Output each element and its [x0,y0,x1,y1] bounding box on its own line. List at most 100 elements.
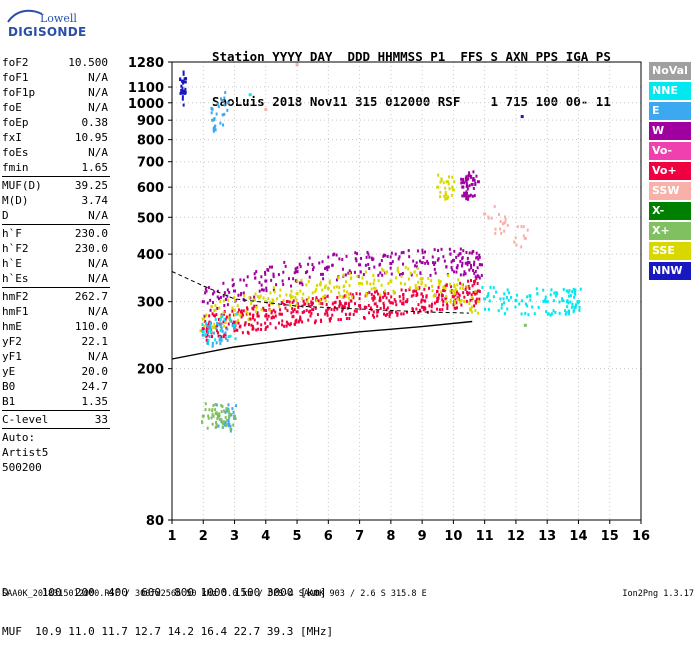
echo-point [264,326,267,330]
echo-point [514,236,517,240]
echo-point [352,296,355,300]
echo-point [227,298,230,302]
param-row: yF1 N/A [2,349,110,364]
echo-point [450,266,453,270]
echo-point [201,322,204,326]
echo-point [283,302,286,306]
echo-point [313,321,316,325]
y-tick-label: 600 [137,181,164,196]
echo-point [338,303,341,307]
echo-point [358,304,361,308]
echo-point [294,295,297,299]
echo-point [218,336,221,340]
echo-point [568,289,571,293]
echo-point [367,252,370,256]
echo-point [298,262,301,266]
echo-point [412,259,415,263]
echo-point [181,97,184,101]
echo-point [449,282,452,286]
x-tick-label: 6 [324,529,333,544]
echo-point [463,295,466,299]
echo-point [453,283,456,287]
echo-point [345,290,348,294]
param-key: foEp [2,116,29,129]
echo-point [392,289,395,293]
echo-point [424,307,427,311]
echo-point [390,310,393,314]
muf-footer: D 100 200 400 600 800 1000 1500 3000 [km… [2,560,333,651]
echo-point [311,291,314,295]
echo-point [246,307,249,311]
echo-point [480,263,484,267]
echo-point [226,288,229,292]
echo-point [216,417,219,421]
param-key: h`E [2,257,22,270]
echo-point [415,273,418,277]
echo-point [568,309,571,313]
echo-point [306,270,309,274]
echo-point [330,307,333,311]
echo-point [215,422,218,426]
echo-point [208,408,211,412]
echo-point [476,274,479,278]
echo-point [484,307,487,311]
echo-point [463,193,466,197]
echo-point [216,425,219,429]
echo-point [212,331,215,335]
echo-point [246,330,249,334]
x-tick-label: 3 [230,529,239,544]
echo-point [346,306,349,310]
echo-point [215,112,218,116]
echo-point [402,250,405,254]
echo-point [201,333,205,337]
echo-point [255,328,258,332]
x-tick-label: 16 [632,529,650,544]
echo-point [373,290,376,294]
echo-point [233,327,237,331]
echo-point [476,255,479,259]
echo-point [445,265,448,269]
echo-point [478,297,481,301]
echo-point [262,288,265,292]
echo-point [366,250,369,254]
echo-point [473,304,476,308]
echo-point [465,190,468,194]
echo-point [302,292,305,296]
echo-point [226,294,229,298]
echo-point [225,409,228,413]
echo-point [297,305,300,309]
echo-point [307,318,310,322]
echo-point [531,305,534,309]
echo-point [373,278,376,282]
echo-point [437,249,440,253]
echo-point [211,344,214,348]
echo-point [239,310,242,314]
echo-point [300,278,303,282]
echo-point [213,309,216,313]
echo-point [370,292,373,296]
echo-point [495,290,498,294]
echo-point [431,284,434,288]
echo-point [382,312,385,316]
echo-point [328,317,331,321]
echo-point [516,225,519,229]
echo-point [227,424,230,428]
echo-point [362,315,365,319]
param-key: B1 [2,395,16,408]
echo-point [224,297,227,301]
echo-point [260,308,263,312]
echo-point [222,312,225,316]
echo-point [419,259,422,263]
echo-point [205,338,208,342]
echo-point [295,320,298,324]
echo-point [410,294,413,298]
echo-point [476,300,480,304]
echo-point [493,205,496,209]
echo-point [289,293,292,297]
echo-point [404,265,407,269]
echo-point [398,273,401,277]
echo-point [359,307,362,311]
echo-point [467,291,471,295]
echo-point [221,113,224,117]
echo-point [201,414,205,418]
